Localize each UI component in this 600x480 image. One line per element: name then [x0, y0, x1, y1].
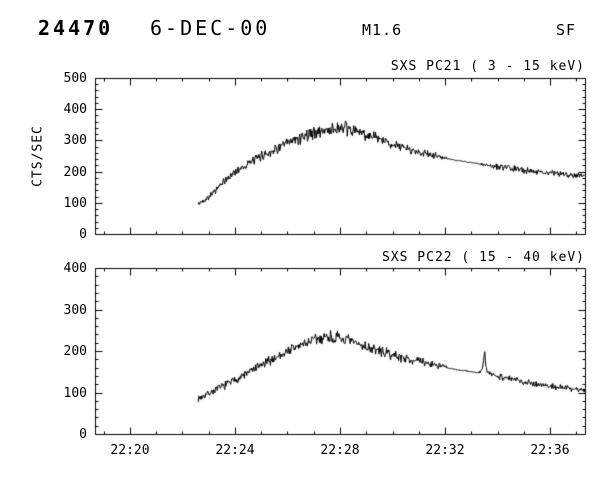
y-axis-label: CTS/SEC	[30, 125, 46, 187]
y-tick-label: 100	[63, 386, 87, 401]
plot1-title: SXS PC21 ( 3 - 15 keV)	[390, 59, 585, 74]
plot2-title: SXS PC22 ( 15 - 40 keV)	[381, 250, 585, 265]
x-tick-label: 22:20	[110, 443, 150, 458]
x-tick-label: 22:36	[530, 443, 570, 458]
goes-xray-class: M1.6	[362, 21, 403, 39]
x-tick-label: 22:28	[320, 443, 360, 458]
y-tick-label: 200	[63, 165, 87, 180]
event-date: 6-DEC-00	[150, 16, 271, 40]
x-tick-label: 22:32	[425, 443, 465, 458]
y-tick-label: 100	[63, 196, 87, 211]
y-tick-label: 400	[63, 261, 87, 276]
x-tick-label: 22:24	[215, 443, 255, 458]
y-tick-label: 200	[63, 344, 87, 359]
y-tick-label: 0	[79, 427, 87, 442]
y-tick-label: 400	[63, 102, 87, 117]
y-tick-label: 300	[63, 133, 87, 148]
event-number: 24470	[38, 16, 114, 40]
y-tick-label: 0	[79, 227, 87, 242]
flare-type: SF	[556, 21, 577, 39]
y-tick-label: 500	[63, 71, 87, 86]
y-tick-label: 300	[63, 303, 87, 318]
